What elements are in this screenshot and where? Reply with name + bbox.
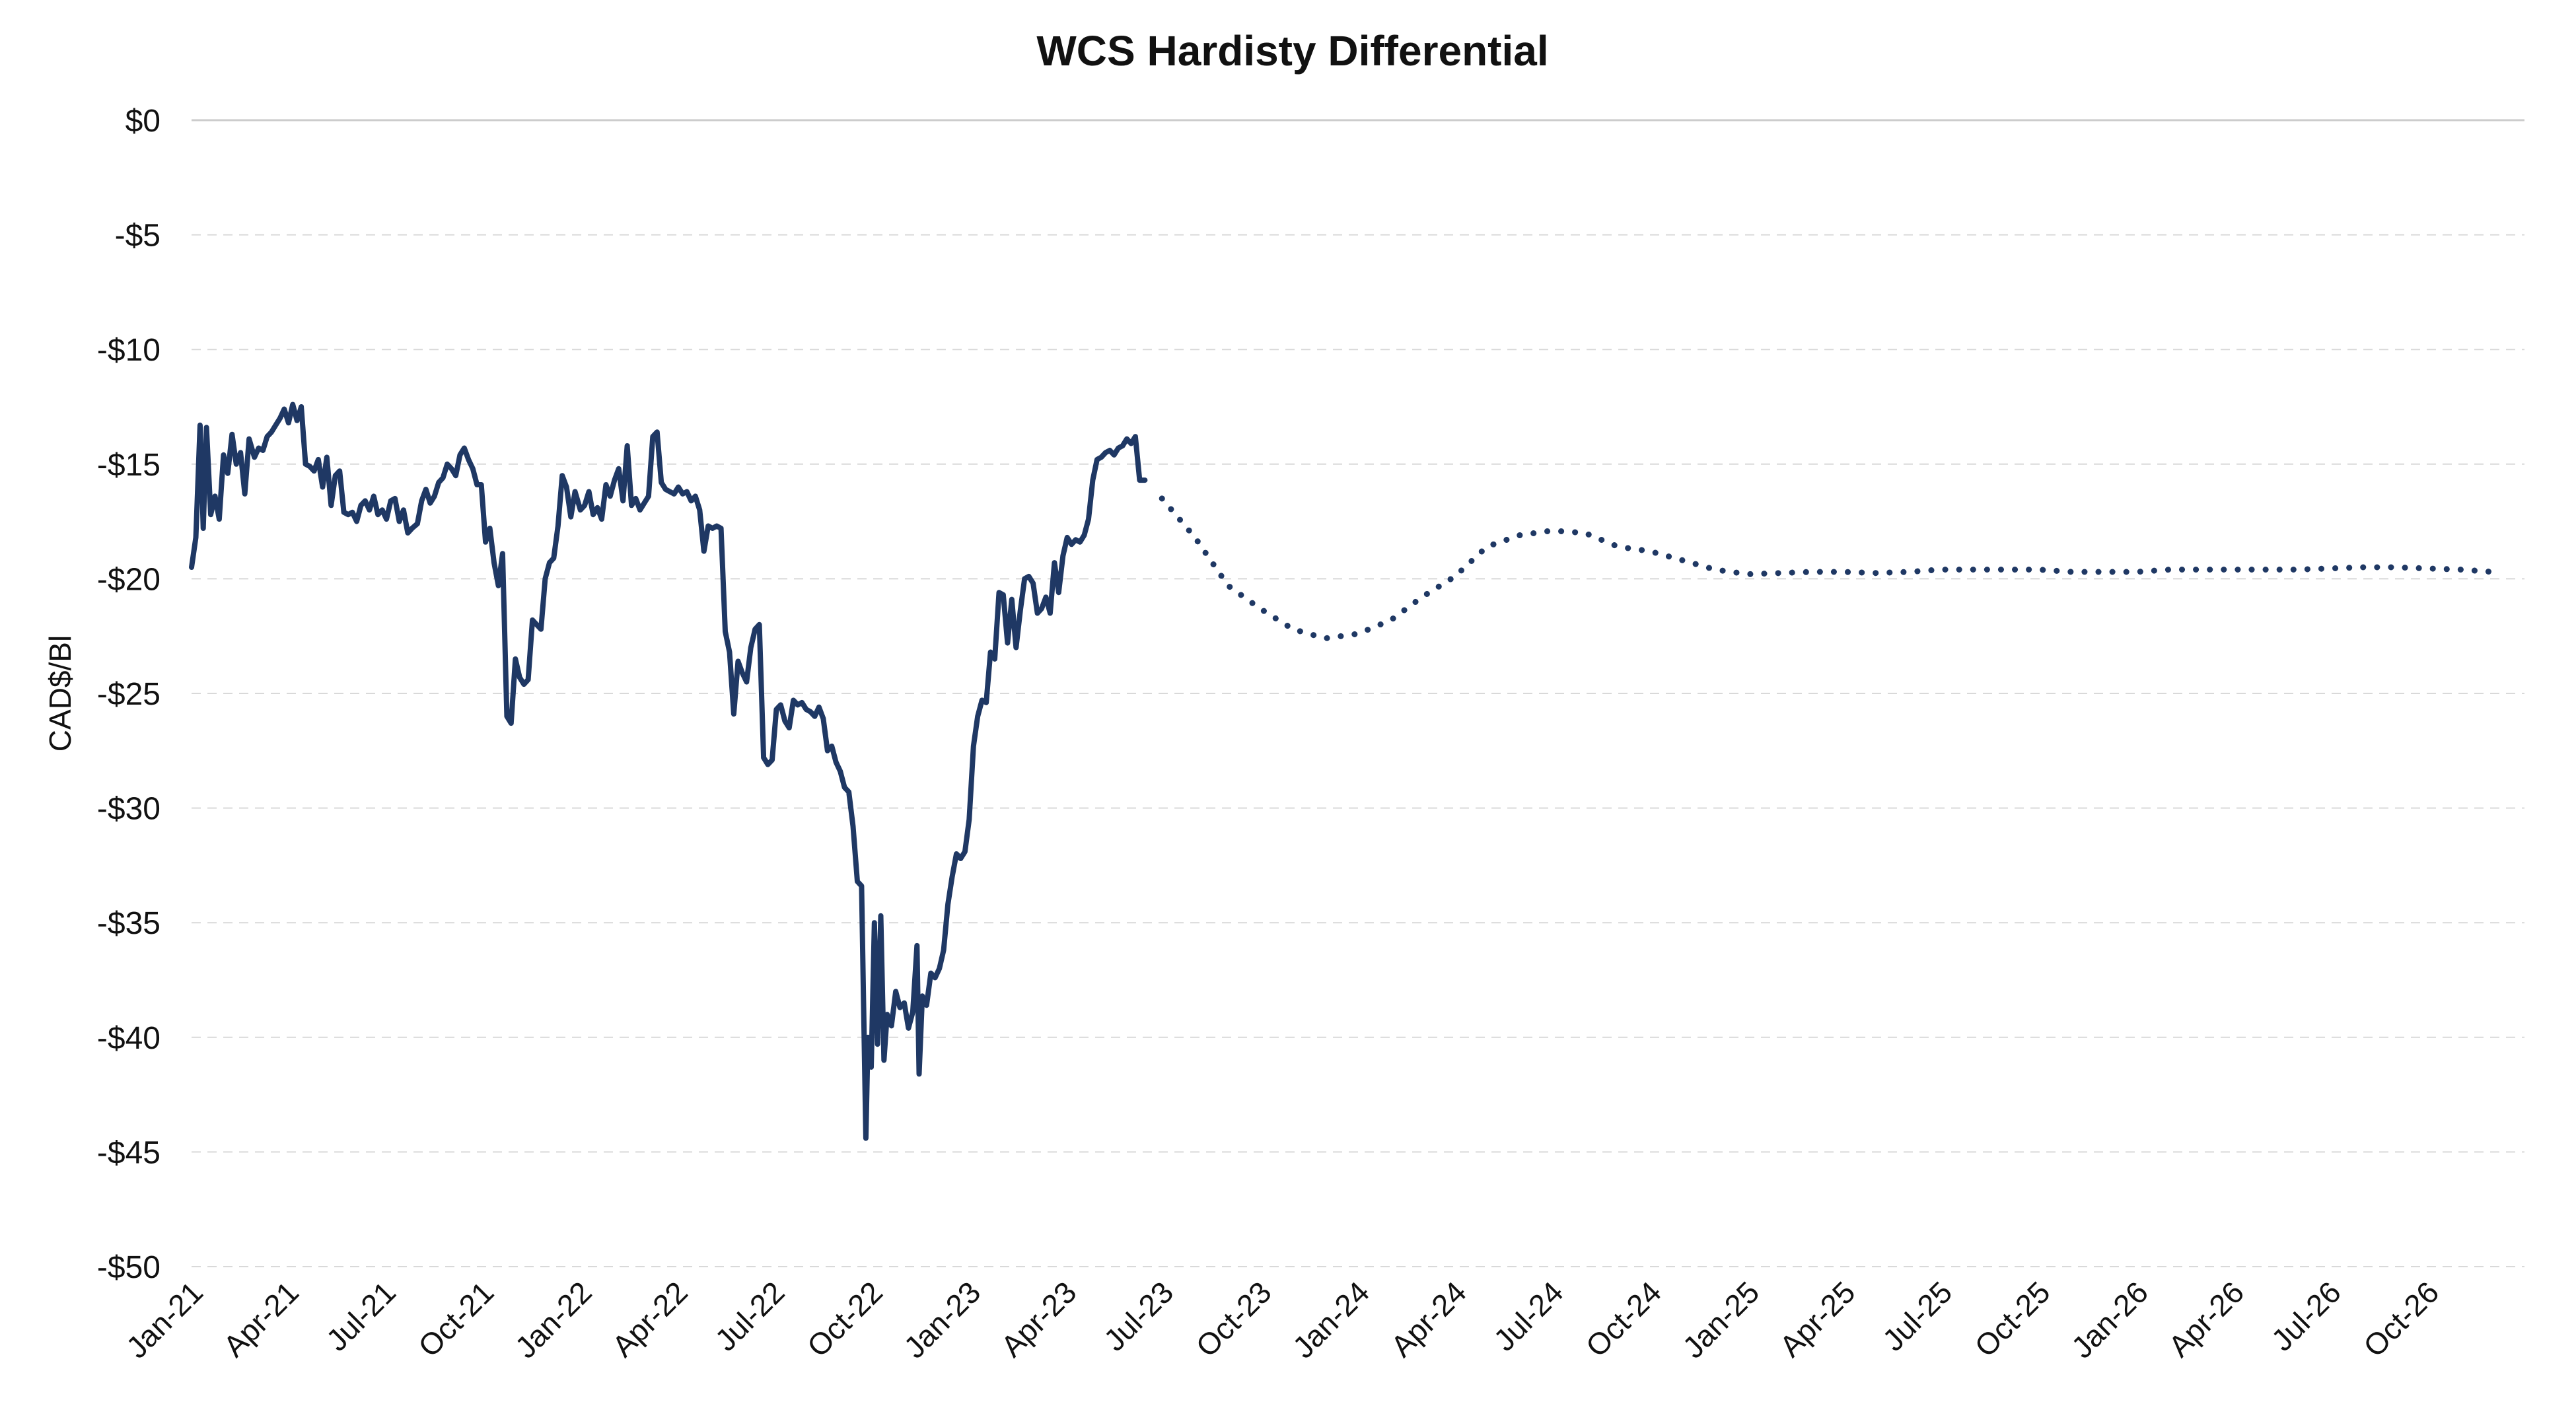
y-tick-label: -$40 xyxy=(97,1021,161,1056)
x-tick-label: Jan-21 xyxy=(120,1275,209,1364)
historical-series-line xyxy=(189,402,1148,1141)
data-series xyxy=(189,402,2496,1141)
x-tick-label: Jul-21 xyxy=(320,1275,402,1357)
y-tick-label: $0 xyxy=(125,104,161,139)
x-tick-label: Jan-22 xyxy=(509,1275,598,1364)
x-tick-label: Jul-25 xyxy=(1876,1275,1958,1357)
chart-title: WCS Hardisty Differential xyxy=(1036,27,1548,75)
y-tick-label: -$35 xyxy=(97,906,161,941)
y-tick-label: -$10 xyxy=(97,333,161,368)
y-axis-ticks: $0 -$5 -$10 -$15 -$20 -$25 -$30 -$35 -$40 -$45 -$5… xyxy=(97,104,161,1285)
x-tick-label: Apr-24 xyxy=(1384,1275,1472,1363)
forecast-series-line xyxy=(1159,495,2496,642)
x-tick-label: Apr-21 xyxy=(217,1275,305,1363)
x-tick-label: Oct-21 xyxy=(411,1275,500,1363)
x-tick-label: Apr-22 xyxy=(605,1275,694,1363)
y-tick-label: -$45 xyxy=(97,1135,161,1170)
x-tick-label: Oct-23 xyxy=(1189,1275,1277,1363)
x-tick-label: Oct-22 xyxy=(801,1275,889,1363)
x-tick-label: Jan-25 xyxy=(1676,1275,1766,1364)
x-tick-label: Jan-26 xyxy=(2065,1275,2155,1364)
y-axis-label: CAD$/Bl xyxy=(43,635,77,752)
x-tick-label: Jan-23 xyxy=(897,1275,987,1364)
y-tick-label: -$50 xyxy=(97,1250,161,1285)
x-tick-label: Jul-22 xyxy=(708,1275,791,1357)
x-tick-label: Oct-26 xyxy=(2357,1275,2445,1363)
gridlines xyxy=(192,119,2524,1267)
x-tick-label: Apr-25 xyxy=(1773,1275,1861,1363)
x-tick-label: Apr-23 xyxy=(994,1275,1083,1363)
y-tick-label: -$15 xyxy=(97,448,161,483)
x-tick-label: Jul-23 xyxy=(1097,1275,1180,1357)
x-tick-label: Apr-26 xyxy=(2162,1275,2250,1363)
x-tick-label: Jul-24 xyxy=(1487,1275,1569,1357)
y-tick-label: -$25 xyxy=(97,677,161,712)
y-tick-label: -$30 xyxy=(97,792,161,827)
x-axis-ticks: Jan-21 Apr-21 Jul-21 Oct-21 Jan-22 Apr-22 Jul-… xyxy=(120,1275,2445,1364)
y-tick-label: -$20 xyxy=(97,562,161,597)
x-tick-label: Jan-24 xyxy=(1286,1275,1376,1364)
y-tick-label: -$5 xyxy=(115,219,161,254)
x-tick-label: Oct-25 xyxy=(1968,1275,2056,1363)
x-tick-label: Oct-24 xyxy=(1579,1275,1668,1363)
x-tick-label: Jul-26 xyxy=(2265,1275,2347,1357)
